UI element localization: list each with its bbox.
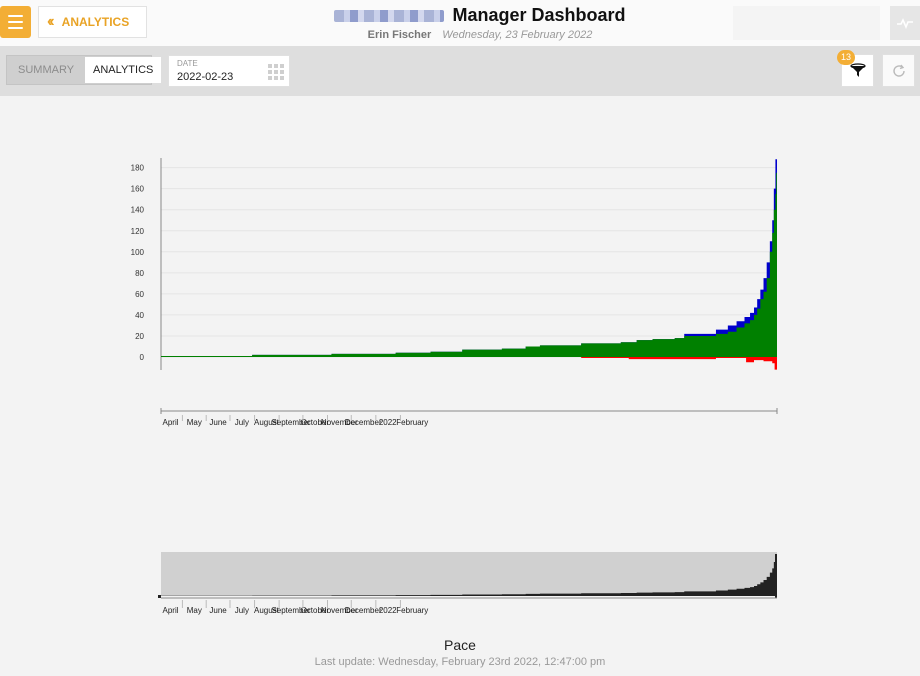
back-button[interactable]: ‹‹ ANALYTICS: [38, 6, 147, 38]
activity-button[interactable]: [890, 6, 920, 40]
chart-title: Pace: [444, 637, 476, 653]
y-tick-label: 100: [131, 248, 145, 257]
x-tick-label: April: [163, 418, 179, 427]
x-tick-label: December: [345, 418, 382, 427]
pace-chart: 0 20 40 60 80 100 120 140 160 180 April May June July…: [131, 158, 778, 615]
series-negative-area: [161, 357, 777, 370]
x-tick-label: June: [209, 418, 227, 427]
navigator-handle-left: [158, 595, 161, 598]
y-tick-label: 20: [135, 332, 144, 341]
calendar-grid-icon: [268, 64, 284, 80]
view-switcher: SUMMARY ANALYTICS: [6, 55, 162, 85]
x-tick-label: August: [254, 418, 280, 427]
filter-count-badge: 13: [837, 50, 855, 65]
y-tick-label: 40: [135, 311, 144, 320]
navigator-tick-label: May: [187, 606, 202, 615]
y-tick-label: 180: [131, 164, 145, 173]
page-title-block: Manager Dashboard Erin Fischer Wednesday…: [300, 5, 660, 41]
navigator-tick-label: November: [321, 606, 358, 615]
pulse-icon: [897, 18, 913, 29]
x-tick-label: July: [235, 418, 249, 427]
tab-analytics[interactable]: ANALYTICS: [85, 57, 162, 83]
funnel-icon: [849, 62, 866, 77]
header-date: Wednesday, 23 February 2022: [442, 29, 593, 41]
navigator-tick-label: February: [396, 606, 428, 615]
header-blank-panel: [733, 6, 880, 40]
date-picker[interactable]: DATE 2022-02-23: [168, 55, 290, 87]
navigator-tick-label: October: [301, 606, 330, 615]
tab-summary[interactable]: SUMMARY: [18, 64, 75, 76]
navigator-handle-right: [775, 554, 777, 598]
series-positive-area: [161, 170, 777, 357]
date-value: 2022-02-23: [177, 71, 234, 83]
back-button-label: ANALYTICS: [61, 15, 130, 29]
date-label: DATE: [177, 59, 198, 68]
toolbar: SUMMARY ANALYTICS DATE 2022-02-23 13: [0, 46, 920, 96]
x-tick-label: October: [301, 418, 330, 427]
y-tick-label: 80: [135, 269, 144, 278]
y-tick-label: 160: [131, 185, 145, 194]
last-update: Last update: Wednesday, February 23rd 20…: [314, 656, 606, 668]
blurred-store-name: [334, 9, 445, 22]
refresh-button[interactable]: [882, 54, 915, 87]
x-tick-label: May: [187, 418, 202, 427]
y-tick-label: 120: [131, 227, 145, 236]
app-header: ‹‹ ANALYTICS Manager Dashboard Erin Fisc…: [0, 0, 920, 46]
refresh-icon: [892, 64, 905, 77]
navigator-tick-label: April: [163, 606, 179, 615]
navigator-tick-label: August: [254, 606, 280, 615]
navigator-tick-label: 2022: [379, 606, 397, 615]
y-tick-label: 140: [131, 206, 145, 215]
y-tick-label: 0: [140, 353, 145, 362]
hamburger-icon: [8, 21, 23, 23]
navigator-tick-label: June: [209, 606, 227, 615]
pace-chart-area: 0 20 40 60 80 100 120 140 160 180 April May June July…: [0, 96, 920, 636]
x-tick-label: February: [396, 418, 428, 427]
x-tick-label: 2022: [379, 418, 397, 427]
double-chevron-left-icon: ‹‹: [47, 13, 54, 30]
x-tick-label: September: [271, 418, 310, 427]
navigator-tick-label: December: [345, 606, 382, 615]
page-title: Manager Dashboard: [452, 5, 626, 25]
user-name: Erin Fischer: [367, 29, 432, 41]
menu-button[interactable]: [0, 6, 31, 38]
y-tick-label: 60: [135, 290, 144, 299]
navigator-background: [161, 552, 777, 596]
navigator-tick-label: September: [271, 606, 310, 615]
navigator-series: [161, 556, 777, 596]
hamburger-icon: [8, 15, 23, 17]
hamburger-icon: [8, 27, 23, 29]
x-tick-label: November: [321, 418, 358, 427]
navigator-tick-label: July: [235, 606, 249, 615]
